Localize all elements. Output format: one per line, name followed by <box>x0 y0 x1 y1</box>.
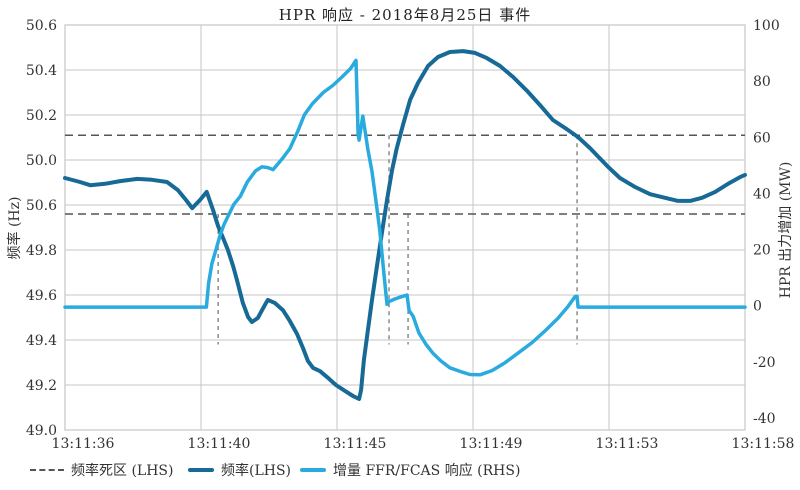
y-right-tick-label: 60 <box>753 130 771 146</box>
deadband-legend-swatch <box>30 469 64 471</box>
legend-item-frequency: 频率(LHS) <box>188 460 291 480</box>
y-right-tick-label: 100 <box>753 18 780 34</box>
y-left-tick-label: 49.0 <box>26 423 57 439</box>
y-right-tick-label: 80 <box>753 74 771 90</box>
x-tick-label: 13:11:40 <box>188 436 251 452</box>
legend-item-ffr: 增量 FFR/FCAS 响应 (RHS) <box>300 460 520 480</box>
x-tick-label: 13:11:58 <box>732 436 795 452</box>
y-right-tick-label: 0 <box>753 299 762 315</box>
ffr-legend-swatch <box>300 468 326 472</box>
y-left-tick-label: 50.6 <box>26 18 57 34</box>
legend-label-deadband: 频率死区 (LHS) <box>71 463 174 479</box>
x-tick-label: 13:11:49 <box>460 436 523 452</box>
x-tick-label: 13:11:45 <box>324 436 387 452</box>
y-left-tick-label: 49.2 <box>26 378 57 394</box>
y-left-tick-label: 49.8 <box>26 243 57 259</box>
x-tick-label: 13:11:53 <box>596 436 659 452</box>
frequency-series-line <box>63 49 747 401</box>
legend-item-deadband: 频率死区 (LHS) <box>30 460 173 480</box>
y-left-tick-label: 50.0 <box>26 153 57 169</box>
y-left-tick-label: 50.6 <box>26 198 57 214</box>
ffr-response-series-line <box>63 58 747 377</box>
frequency-legend-swatch <box>188 468 214 472</box>
y-right-tick-label: -20 <box>753 355 776 371</box>
y-left-tick-label: 50.2 <box>26 108 57 124</box>
y-left-tick-label: 50.4 <box>26 63 57 79</box>
legend-label-frequency: 频率(LHS) <box>221 463 292 479</box>
x-tick-label: 13:11:36 <box>52 436 115 452</box>
y-left-tick-label: 49.4 <box>26 333 57 349</box>
y-right-tick-label: 40 <box>753 186 771 202</box>
chart-canvas: 50.6 50.4 50.2 50.0 50.6 49.8 49.6 49.4 49.2 49.0… <box>26 18 795 452</box>
legend-label-ffr: 增量 FFR/FCAS 响应 (RHS) <box>333 463 521 479</box>
y-right-tick-label: -40 <box>753 411 776 427</box>
chart-title: HPR 响应 - 2018年8月25日 事件 <box>278 6 532 24</box>
y-right-tick-label: 20 <box>753 243 771 259</box>
plot-border <box>64 24 746 431</box>
y-left-tick-label: 49.6 <box>26 288 57 304</box>
